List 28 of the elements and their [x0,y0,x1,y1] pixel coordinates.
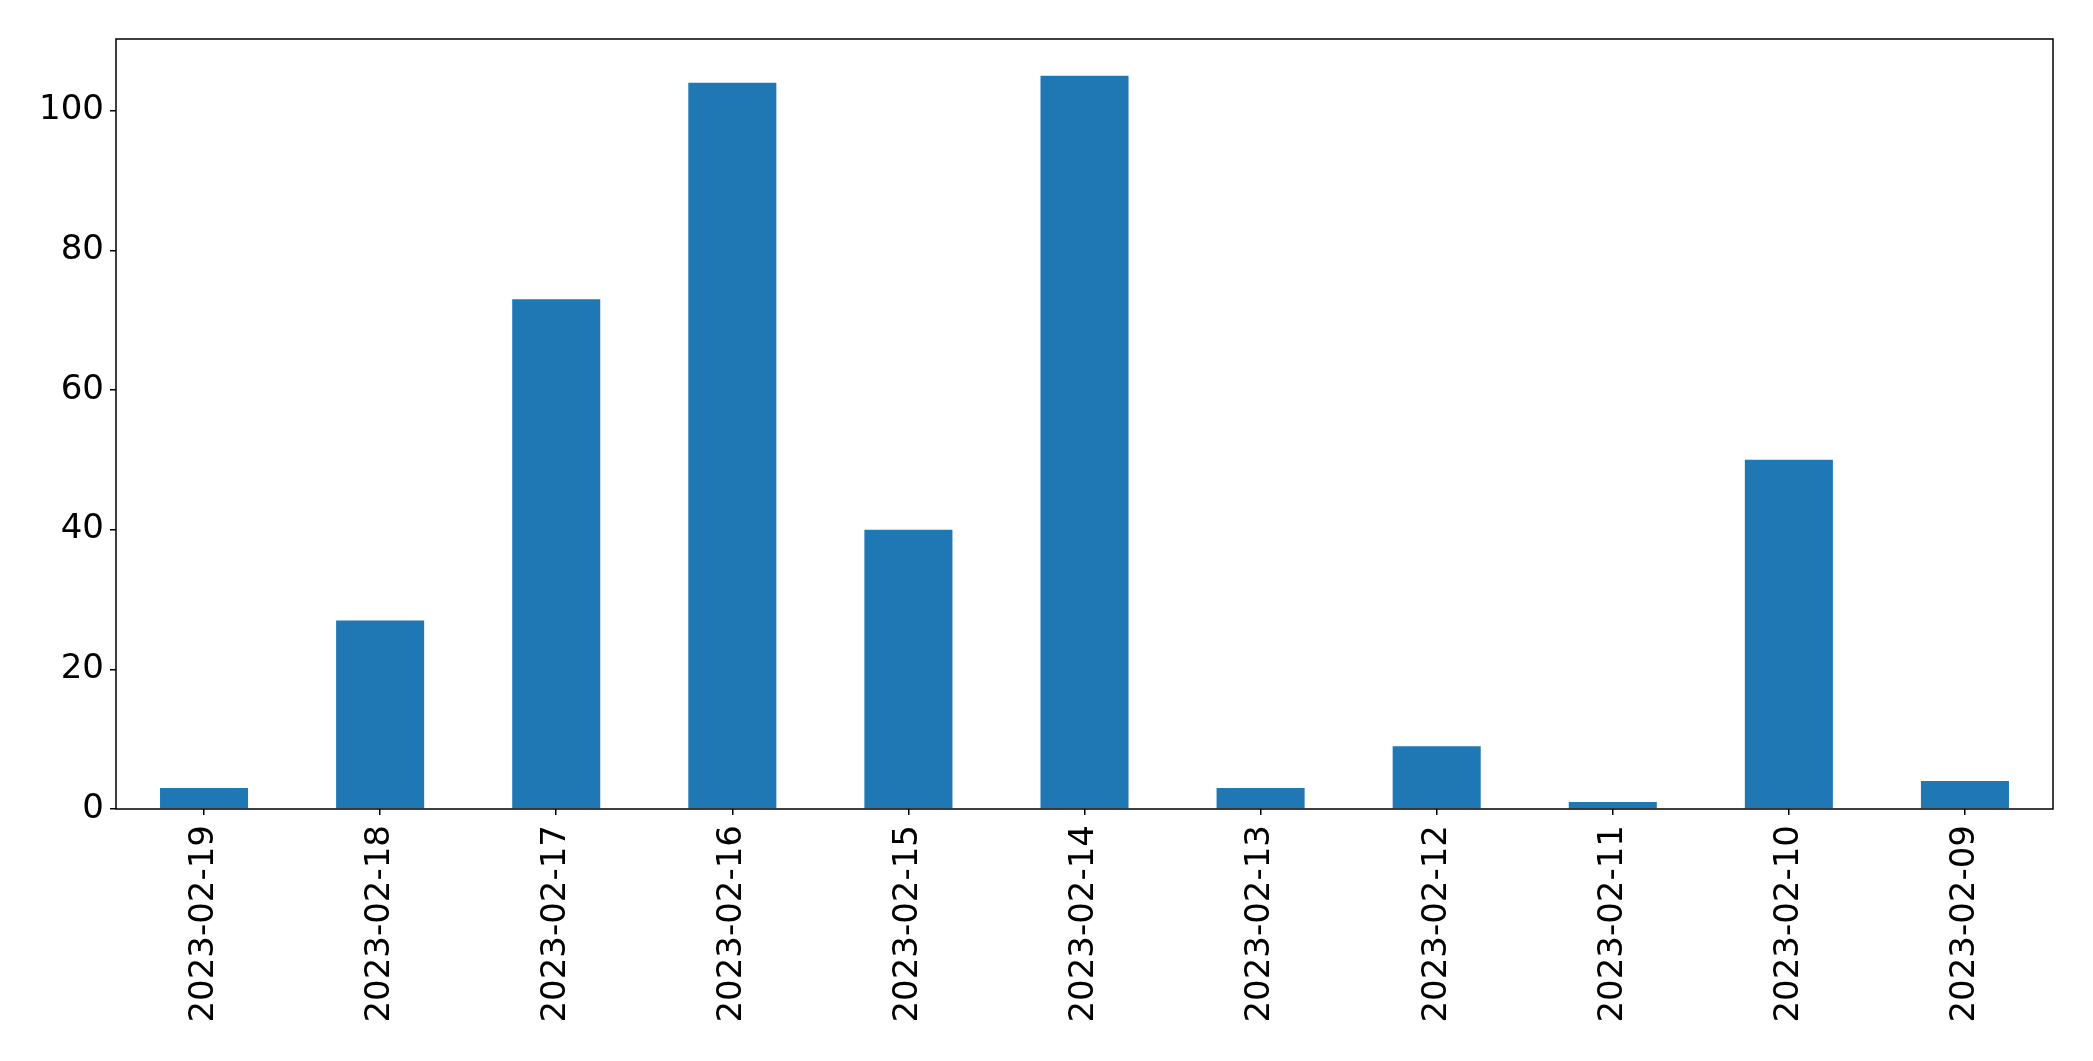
x-tick-label: 2023-02-09 [1941,825,1982,1023]
y-tick-label: 60 [60,366,104,407]
y-tick-label: 40 [60,506,104,547]
bar [1568,802,1657,809]
x-tick-label: 2023-02-19 [180,825,221,1023]
y-tick-label: 0 [82,785,104,826]
x-tick-label: 2023-02-11 [1589,825,1630,1023]
y-tick-label: 80 [60,227,104,268]
bar [512,299,601,809]
bar [1744,459,1833,809]
x-tick-label: 2023-02-15 [885,825,926,1023]
bar [160,788,249,809]
x-tick-label: 2023-02-12 [1413,825,1454,1023]
x-tick-label: 2023-02-17 [533,825,574,1023]
bar [1392,746,1481,809]
x-tick-label: 2023-02-13 [1237,825,1278,1023]
bar [1920,781,2009,809]
y-tick-label: 100 [39,87,104,128]
bar [1216,788,1305,809]
bar [688,82,777,809]
bar [1040,75,1129,809]
x-tick-label: 2023-02-16 [709,825,750,1023]
bar [336,620,425,809]
x-tick-label: 2023-02-10 [1765,825,1806,1023]
y-tick-label: 20 [60,646,104,687]
x-tick-label: 2023-02-18 [356,825,397,1023]
bar [864,529,953,809]
x-tick-label: 2023-02-14 [1061,825,1102,1023]
